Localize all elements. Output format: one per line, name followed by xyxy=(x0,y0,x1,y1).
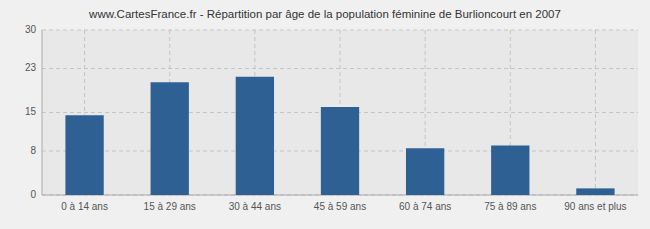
x-tick-label: 15 à 29 ans xyxy=(144,201,196,212)
y-tick-label: 23 xyxy=(25,62,37,73)
chart-container: 0 8 15 23 30 0 à 14 ans 15 à 29 ans 30 à 44 ans… xyxy=(0,0,650,229)
y-tick-label: 30 xyxy=(25,24,37,35)
x-tick-label: 30 à 44 ans xyxy=(229,201,281,212)
y-tick-label: 0 xyxy=(30,189,36,200)
bar xyxy=(491,146,529,196)
bars xyxy=(65,77,614,195)
y-tick-label: 15 xyxy=(25,106,37,117)
x-tick-label: 0 à 14 ans xyxy=(61,201,108,212)
x-tick-label: 90 ans et plus xyxy=(564,201,626,212)
title: www.CartesFrance.fr - Répartition par âg… xyxy=(88,8,561,20)
bar xyxy=(576,188,614,195)
x-tick-label: 60 à 74 ans xyxy=(399,201,451,212)
bar xyxy=(236,77,274,195)
x-tick-label: 45 à 59 ans xyxy=(314,201,366,212)
grid xyxy=(42,30,638,195)
y-tick-label: 8 xyxy=(30,145,36,156)
bar xyxy=(321,107,359,195)
bar xyxy=(65,115,103,195)
bar xyxy=(406,148,444,195)
x-tick-label: 75 à 89 ans xyxy=(484,201,536,212)
chart-svg: 0 8 15 23 30 0 à 14 ans 15 à 29 ans 30 à 44 ans… xyxy=(0,0,650,229)
y-axis-line xyxy=(42,30,43,195)
axes: 0 8 15 23 30 0 à 14 ans 15 à 29 ans 30 à 44 ans… xyxy=(25,24,638,212)
plot-background xyxy=(42,30,638,195)
x-grid-line xyxy=(595,30,596,195)
bar xyxy=(151,82,189,195)
